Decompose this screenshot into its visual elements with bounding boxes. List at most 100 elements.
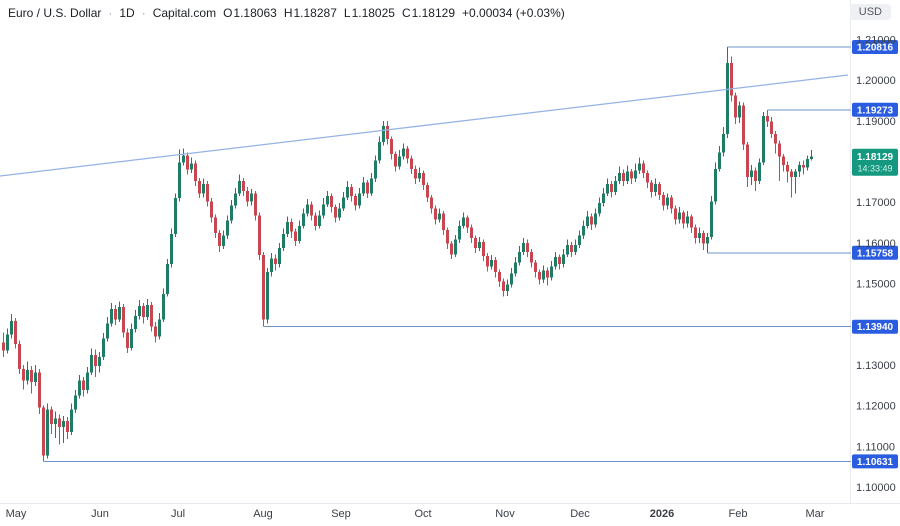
candle[interactable] (730, 56, 733, 102)
candle[interactable] (434, 205, 437, 225)
candle[interactable] (642, 160, 645, 178)
candle[interactable] (62, 415, 65, 444)
candle[interactable] (322, 198, 325, 219)
candle[interactable] (650, 179, 653, 198)
candle[interactable] (546, 267, 549, 286)
candle[interactable] (274, 254, 277, 271)
candle[interactable] (486, 253, 489, 272)
interval-value[interactable]: 1D (119, 6, 135, 20)
candle[interactable] (686, 211, 689, 228)
candle[interactable] (458, 220, 461, 243)
candle[interactable] (18, 340, 21, 374)
candle[interactable] (498, 269, 501, 287)
candle[interactable] (602, 188, 605, 207)
candle[interactable] (710, 196, 713, 240)
candle[interactable] (658, 181, 661, 201)
candle[interactable] (466, 215, 469, 233)
candle[interactable] (354, 193, 357, 211)
candle[interactable] (242, 177, 245, 197)
candle[interactable] (578, 230, 581, 248)
candle[interactable] (102, 333, 105, 361)
candle[interactable] (290, 218, 293, 239)
candle[interactable] (374, 155, 377, 182)
candle[interactable] (130, 323, 133, 351)
candle[interactable] (254, 190, 257, 221)
candle[interactable] (770, 116, 773, 138)
candle[interactable] (666, 193, 669, 210)
candle[interactable] (574, 239, 577, 256)
candle[interactable] (154, 322, 157, 343)
candle[interactable] (106, 316, 109, 342)
candle[interactable] (566, 239, 569, 258)
candle[interactable] (810, 149, 813, 161)
candle[interactable] (726, 47, 729, 138)
candle[interactable] (790, 168, 793, 198)
candle[interactable] (806, 155, 809, 171)
candle[interactable] (582, 220, 585, 239)
candle[interactable] (14, 318, 17, 349)
candle[interactable] (542, 265, 545, 283)
candle[interactable] (262, 251, 265, 327)
candle[interactable] (526, 239, 529, 258)
candle[interactable] (618, 166, 621, 184)
candle[interactable] (326, 190, 329, 208)
candle[interactable] (794, 168, 797, 194)
candle[interactable] (550, 261, 553, 281)
exchange-name[interactable]: Capital.com (152, 6, 217, 20)
candle[interactable] (570, 242, 573, 258)
candle[interactable] (330, 193, 333, 213)
candle[interactable] (318, 210, 321, 229)
candle[interactable] (30, 365, 33, 394)
symbol-title[interactable]: Euro / U.S. Dollar (8, 6, 102, 20)
candle[interactable] (778, 140, 781, 182)
candle[interactable] (310, 201, 313, 221)
candle[interactable] (42, 405, 45, 462)
candle[interactable] (386, 120, 389, 145)
candle[interactable] (414, 165, 417, 184)
candle[interactable] (70, 403, 73, 435)
candle[interactable] (394, 151, 397, 172)
candle[interactable] (674, 205, 677, 225)
candle[interactable] (378, 136, 381, 164)
candle[interactable] (474, 235, 477, 254)
candle[interactable] (682, 210, 685, 229)
candle[interactable] (270, 253, 273, 277)
candle[interactable] (34, 364, 37, 387)
candle[interactable] (74, 390, 77, 413)
candle[interactable] (638, 157, 641, 174)
candle[interactable] (522, 238, 525, 256)
candle[interactable] (626, 165, 629, 184)
candle[interactable] (410, 155, 413, 174)
candle[interactable] (366, 179, 369, 199)
candle[interactable] (786, 161, 789, 183)
candle[interactable] (146, 299, 149, 321)
candle[interactable] (194, 160, 197, 186)
candle[interactable] (530, 249, 533, 268)
candle[interactable] (398, 150, 401, 170)
candle[interactable] (438, 208, 441, 223)
candle[interactable] (334, 204, 337, 223)
candle[interactable] (314, 212, 317, 231)
candle[interactable] (538, 269, 541, 285)
candle[interactable] (178, 149, 181, 202)
candle[interactable] (234, 188, 237, 209)
candle[interactable] (86, 366, 89, 394)
candle[interactable] (558, 254, 561, 270)
candle[interactable] (38, 369, 41, 414)
candle[interactable] (502, 278, 505, 297)
candle[interactable] (90, 348, 93, 376)
candle[interactable] (722, 126, 725, 157)
candle[interactable] (442, 211, 445, 235)
candle[interactable] (506, 279, 509, 296)
candle[interactable] (762, 111, 765, 165)
candle[interactable] (202, 178, 205, 198)
candle[interactable] (670, 194, 673, 214)
candle[interactable] (454, 234, 457, 258)
candle[interactable] (222, 230, 225, 250)
candle[interactable] (734, 92, 737, 125)
candle[interactable] (266, 268, 269, 324)
candle[interactable] (58, 414, 61, 445)
candle[interactable] (714, 162, 717, 205)
candle[interactable] (230, 200, 233, 224)
